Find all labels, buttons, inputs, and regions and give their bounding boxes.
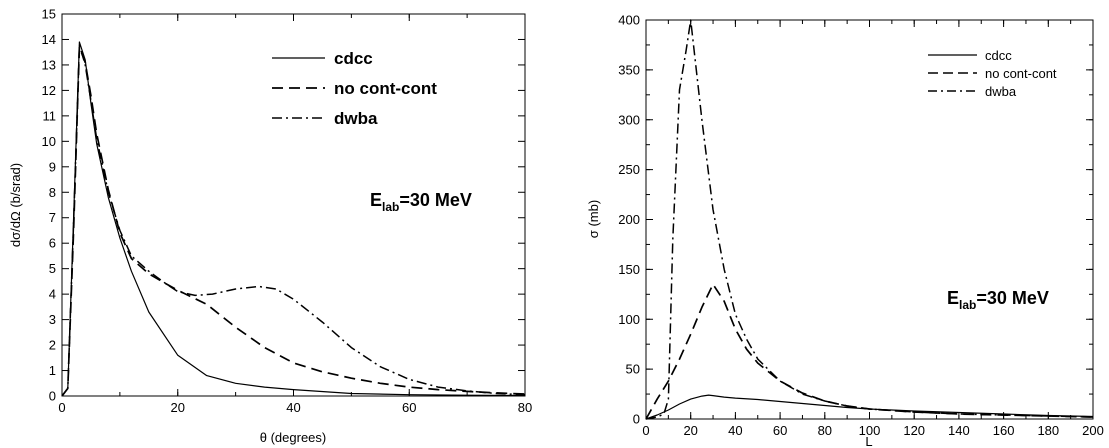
- right-y-tick-label: 250: [618, 162, 640, 177]
- left-y-tick-label: 7: [49, 210, 56, 225]
- right-series-no-cont-cont: [645, 283, 1094, 420]
- left-y-tick-label: 13: [42, 57, 56, 72]
- right-series-cdcc: [645, 394, 1094, 420]
- left-series-no-cont-cont: [61, 46, 526, 397]
- left-legend-label-dwba: dwba: [334, 109, 378, 128]
- right-x-tick-label: 200: [1082, 423, 1104, 438]
- right-axis-ticks: 0 20 40 60 80 100 120 140 160 180 200 0 50 100 150 200 2…: [618, 13, 1104, 439]
- right-y-axis-label: σ (mb): [586, 200, 601, 238]
- right-y-tick-label: 0: [633, 412, 640, 427]
- right-legend-label-cdcc: cdcc: [985, 48, 1012, 63]
- right-legend: cdcc no cont-cont dwba: [928, 48, 1057, 99]
- right-y-tick-label: 50: [626, 362, 640, 377]
- right-y-tick-label: 200: [618, 212, 640, 227]
- left-y-tick-label: 5: [49, 261, 56, 276]
- left-y-axis-label: dσ/dΩ (b/srad): [8, 163, 23, 247]
- right-x-tick-label: 80: [818, 423, 832, 438]
- left-x-tick-label: 0: [58, 400, 65, 415]
- right-y-tick-label: 350: [618, 62, 640, 77]
- left-series-dwba: [61, 43, 526, 397]
- right-x-tick-label: 100: [859, 423, 881, 438]
- right-x-tick-label: 60: [773, 423, 787, 438]
- left-series-lines: [61, 41, 526, 397]
- left-y-tick-label: 9: [49, 159, 56, 174]
- right-legend-label-no-cont-cont: no cont-cont: [985, 66, 1057, 81]
- left-x-tick-label: 40: [286, 400, 300, 415]
- left-y-tick-label: 6: [49, 236, 56, 251]
- left-y-tick-label: 1: [49, 363, 56, 378]
- left-x-tick-label: 80: [518, 400, 532, 415]
- left-y-tick-label: 8: [49, 185, 56, 200]
- right-legend-label-dwba: dwba: [985, 84, 1017, 99]
- left-x-axis-label: θ (degrees): [260, 430, 326, 445]
- left-y-tick-label: 3: [49, 312, 56, 327]
- right-y-tick-label: 300: [618, 112, 640, 127]
- right-x-tick-label: 160: [993, 423, 1015, 438]
- left-x-tick-label: 60: [402, 400, 416, 415]
- left-y-tick-label: 14: [42, 32, 56, 47]
- right-chart-panel: 0 20 40 60 80 100 120 140 160 180 200 0 50 100 150 200 2…: [586, 13, 1104, 448]
- left-legend-label-no-cont-cont: no cont-cont: [334, 79, 437, 98]
- left-y-tick-label: 10: [42, 134, 56, 149]
- right-x-tick-label: 20: [683, 423, 697, 438]
- left-legend-label-cdcc: cdcc: [334, 49, 373, 68]
- right-x-tick-label: 180: [1037, 423, 1059, 438]
- right-x-tick-label: 40: [728, 423, 742, 438]
- right-energy-annotation: Elab=30 MeV: [947, 288, 1049, 312]
- left-series-cdcc: [61, 41, 526, 397]
- right-y-tick-label: 150: [618, 262, 640, 277]
- right-x-tick-label: 140: [948, 423, 970, 438]
- left-y-tick-label: 11: [43, 108, 57, 123]
- right-y-tick-label: 100: [618, 312, 640, 327]
- right-y-tick-label: 400: [618, 13, 640, 28]
- left-x-tick-label: 20: [171, 400, 185, 415]
- left-y-tick-label: 2: [49, 338, 56, 353]
- left-energy-annotation: Elab=30 MeV: [370, 190, 472, 214]
- right-series-lines: [645, 19, 1094, 420]
- left-legend: cdcc no cont-cont dwba: [272, 49, 437, 128]
- right-x-tick-label: 0: [642, 423, 649, 438]
- right-series-dwba: [645, 19, 1094, 420]
- right-x-axis-label: L: [865, 434, 872, 448]
- left-y-tick-label: 0: [49, 389, 56, 404]
- left-y-tick-label: 4: [49, 287, 56, 302]
- right-x-tick-label: 120: [903, 423, 925, 438]
- left-y-tick-label: 12: [42, 83, 56, 98]
- left-y-tick-label: 15: [42, 7, 56, 22]
